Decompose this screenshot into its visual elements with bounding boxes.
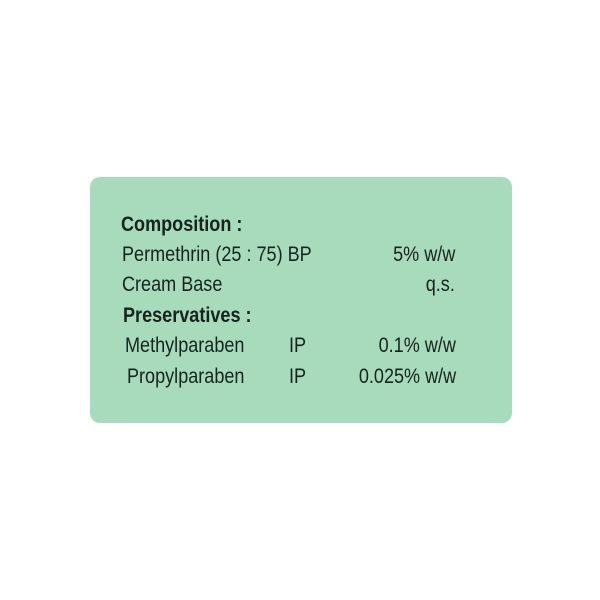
preservative-grade: IP xyxy=(289,365,307,388)
composition-heading: Composition : xyxy=(121,213,243,236)
preservative-amount: 0.1% w/w xyxy=(378,334,456,357)
ingredient-name: Cream Base xyxy=(122,273,223,296)
preservative-amount: 0.025% w/w xyxy=(358,365,456,388)
ingredient-name: Permethrin (25 : 75) BP xyxy=(122,243,312,266)
preservative-grade: IP xyxy=(289,334,307,357)
preservative-name: Methylparaben xyxy=(125,334,245,357)
preservative-name: Propylparaben xyxy=(127,365,245,388)
ingredient-amount: 5% w/w xyxy=(392,243,455,266)
composition-label: Composition : Permethrin (25 : 75) BP 5%… xyxy=(90,177,512,423)
preservatives-heading: Preservatives : xyxy=(123,304,252,327)
ingredient-amount: q.s. xyxy=(425,273,455,296)
